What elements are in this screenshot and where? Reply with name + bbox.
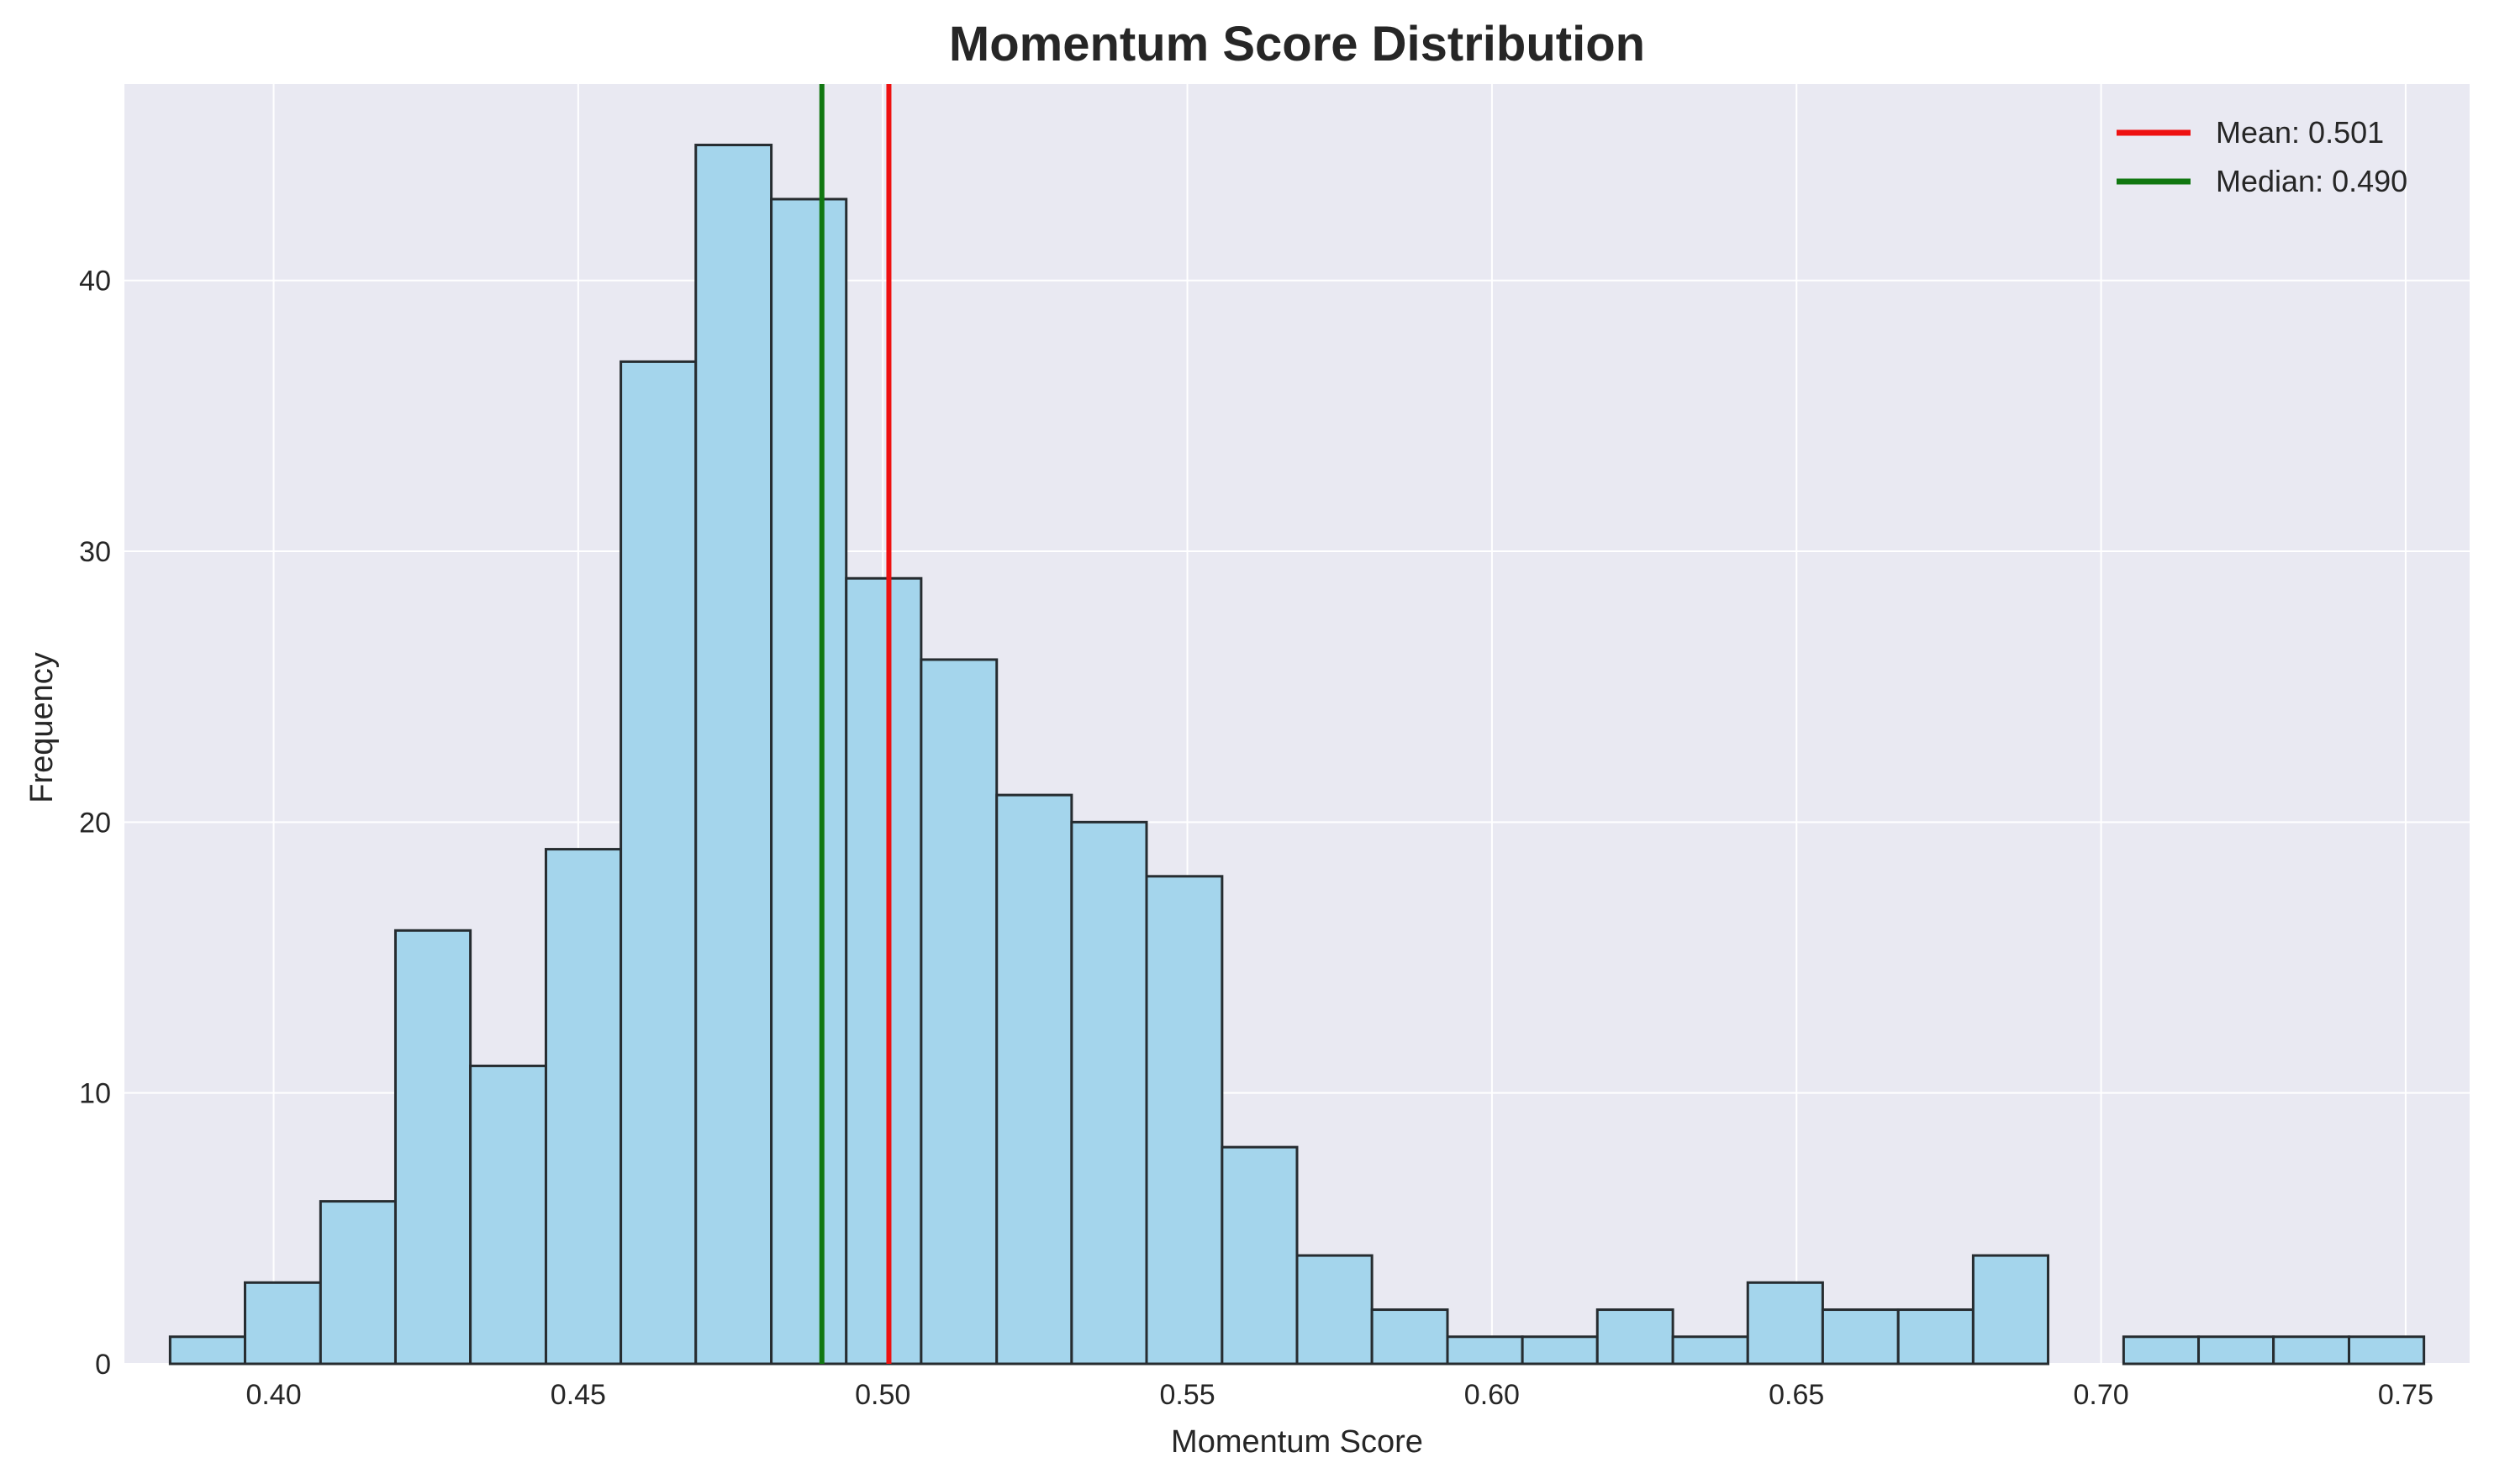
- x-axis-label: Momentum Score: [1171, 1424, 1423, 1460]
- x-tick-label: 0.60: [1464, 1379, 1520, 1411]
- x-tick-label: 0.40: [245, 1379, 301, 1411]
- legend: Mean: 0.501 Median: 0.490: [2117, 115, 2407, 198]
- x-tick-label: 0.55: [1159, 1379, 1215, 1411]
- histogram-bar: [243, 1281, 322, 1366]
- histogram-bar: [168, 1335, 246, 1366]
- histogram-bar: [1446, 1335, 1524, 1366]
- chart-title: Momentum Score Distribution: [949, 17, 1645, 71]
- reference-lines: [819, 84, 892, 1364]
- x-tick-label: 0.65: [1769, 1379, 1824, 1411]
- y-axis-label: Frequency: [24, 652, 60, 803]
- histogram-bar: [1145, 875, 1224, 1366]
- histogram-bar: [694, 144, 773, 1366]
- y-tick-label: 20: [79, 807, 111, 839]
- histogram-bar: [1671, 1335, 1749, 1366]
- x-tick-label: 0.45: [551, 1379, 606, 1411]
- histogram-bar: [1070, 820, 1148, 1366]
- y-tick-label: 30: [79, 536, 111, 568]
- histogram-bar: [2122, 1335, 2201, 1366]
- histogram-bar: [995, 793, 1073, 1366]
- y-tick-label: 40: [79, 266, 111, 297]
- y-axis-ticks: 0 10 20 30 40: [79, 266, 111, 1381]
- histogram-bar: [620, 360, 698, 1366]
- histogram-bar: [469, 1064, 547, 1366]
- histogram-bar: [1370, 1308, 1449, 1366]
- histogram-bar: [544, 848, 623, 1366]
- legend-label: Mean: 0.501: [2216, 115, 2384, 150]
- histogram-bar: [319, 1200, 397, 1366]
- histogram-bars: [168, 144, 2426, 1366]
- histogram-bar: [2348, 1335, 2426, 1366]
- histogram-bar: [393, 929, 472, 1366]
- x-tick-label: 0.50: [855, 1379, 910, 1411]
- histogram-bar: [1896, 1308, 1975, 1366]
- histogram-bar: [1221, 1145, 1299, 1366]
- x-tick-label: 0.70: [2073, 1379, 2128, 1411]
- histogram-bar: [2272, 1335, 2351, 1366]
- x-tick-label: 0.75: [2378, 1379, 2433, 1411]
- histogram-bar: [845, 576, 923, 1366]
- histogram-bar: [1971, 1254, 2050, 1366]
- histogram-bar: [2197, 1335, 2275, 1366]
- histogram-bar: [920, 658, 999, 1366]
- y-tick-label: 10: [79, 1078, 111, 1110]
- histogram-bar: [1295, 1254, 1374, 1366]
- grid-lines: [124, 84, 2470, 1365]
- histogram-bar: [1521, 1335, 1599, 1366]
- histogram-bar: [770, 197, 848, 1366]
- histogram-bar: [1746, 1281, 1824, 1366]
- histogram-bar: [1821, 1308, 1900, 1366]
- histogram-bar: [1595, 1308, 1674, 1366]
- x-axis-ticks: 0.40 0.45 0.50 0.55 0.60 0.65 0.70 0.75: [245, 1379, 2433, 1411]
- legend-label: Median: 0.490: [2216, 164, 2407, 198]
- y-tick-label: 0: [95, 1349, 111, 1381]
